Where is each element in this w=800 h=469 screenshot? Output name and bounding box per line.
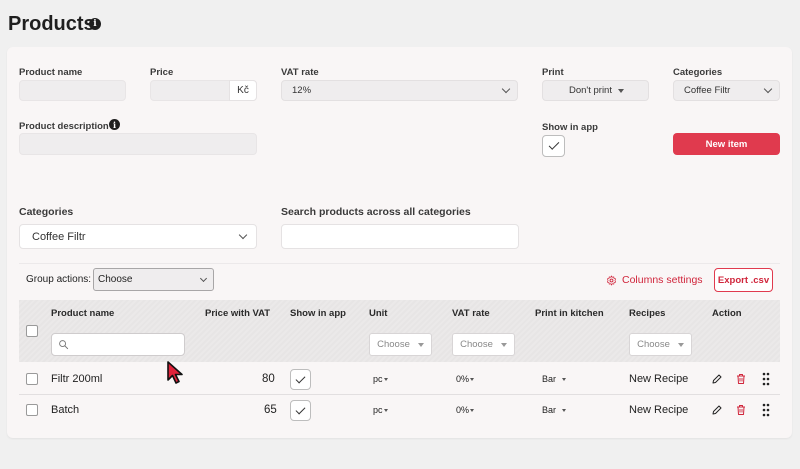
unit-filter-select[interactable]: Choose (369, 333, 432, 356)
checkmark-icon (295, 404, 306, 414)
categories-label: Categories (673, 67, 723, 78)
gear-icon (607, 275, 616, 285)
row-vat-select[interactable]: 0% (456, 374, 475, 384)
vat-filter-value: Choose (460, 339, 493, 350)
new-item-button[interactable]: New item (673, 133, 780, 155)
filter-categories-value: Coffee Filtr (32, 230, 86, 243)
categories-value: Coffee Filtr (684, 85, 731, 96)
row-unit-select[interactable]: pc (373, 374, 388, 384)
info-icon[interactable]: i (89, 18, 101, 30)
row-divider (19, 394, 780, 395)
row-vat-select[interactable]: 0% (456, 405, 475, 415)
group-actions-value: Choose (98, 274, 133, 285)
search-icon (59, 340, 69, 350)
vat-rate-select[interactable]: 12% (281, 80, 518, 101)
caret-down-icon (562, 408, 567, 412)
recipes-filter-select[interactable]: Choose (629, 333, 692, 356)
row-price[interactable]: 65 (264, 404, 277, 416)
search-products-input[interactable] (281, 224, 519, 249)
column-header-recipes[interactable]: Recipes (629, 308, 666, 319)
row-print-select[interactable]: Bar (542, 374, 567, 384)
trash-icon[interactable] (735, 373, 747, 385)
checkmark-icon (548, 139, 559, 150)
price-label: Price (150, 67, 174, 78)
show-in-app-checkbox[interactable] (542, 135, 565, 157)
caret-down-icon (383, 377, 388, 381)
chevron-down-icon (238, 230, 248, 240)
row-print-value: Bar (542, 374, 557, 384)
row-unit-value: pc (373, 374, 383, 384)
show-in-app-label: Show in app (542, 122, 598, 133)
caret-down-icon (470, 408, 475, 412)
page-title: Products (8, 13, 95, 35)
row-show-in-app-checkbox[interactable] (290, 400, 311, 421)
row-recipe[interactable]: New Recipe (629, 404, 689, 416)
column-header-print-in-kitchen[interactable]: Print in kitchen (535, 308, 604, 319)
edit-icon[interactable] (711, 373, 723, 385)
print-select[interactable]: Don't print (542, 80, 649, 101)
trash-icon[interactable] (735, 404, 747, 416)
row-price[interactable]: 80 (262, 373, 275, 385)
vat-rate-label: VAT rate (281, 67, 319, 78)
drag-handle-icon[interactable] (762, 403, 770, 417)
currency-addon: Kč (229, 80, 257, 101)
caret-down-icon (618, 88, 624, 93)
product-name-filter-input[interactable] (51, 333, 185, 356)
chevron-down-icon (199, 274, 208, 282)
recipes-filter-value: Choose (637, 339, 670, 350)
group-actions-select[interactable]: Choose (93, 268, 214, 291)
product-description-label: Product description (19, 121, 109, 132)
unit-filter-value: Choose (377, 339, 410, 350)
column-header-show-in-app[interactable]: Show in app (290, 308, 346, 319)
info-icon[interactable]: i (109, 119, 120, 130)
product-name-label: Product name (19, 67, 83, 78)
export-csv-button[interactable]: Export .csv (714, 268, 773, 292)
group-actions-label: Group actions: (26, 274, 92, 285)
mouse-cursor-icon (167, 361, 183, 384)
row-vat-value: 0% (456, 405, 470, 415)
row-product-name: Batch (51, 404, 80, 416)
chevron-down-icon (501, 84, 511, 94)
row-vat-value: 0% (456, 374, 470, 384)
columns-settings-link[interactable]: Columns settings (606, 274, 703, 286)
chevron-down-icon (763, 84, 773, 94)
categories-select[interactable]: Coffee Filtr (673, 80, 780, 101)
checkmark-icon (295, 373, 306, 383)
row-checkbox[interactable] (26, 373, 38, 385)
column-header-action: Action (712, 308, 742, 319)
columns-settings-label: Columns settings (622, 274, 703, 286)
search-products-label: Search products across all categories (281, 206, 471, 218)
filter-categories-label: Categories (19, 206, 74, 218)
row-print-select[interactable]: Bar (542, 405, 567, 415)
product-name-input[interactable] (19, 80, 126, 101)
caret-down-icon (677, 342, 684, 347)
caret-down-icon (470, 377, 475, 381)
row-unit-value: pc (373, 405, 383, 415)
row-product-name: Filtr 200ml (51, 373, 103, 385)
row-checkbox[interactable] (26, 404, 38, 416)
select-all-checkbox[interactable] (26, 325, 38, 337)
filter-categories-select[interactable]: Coffee Filtr (19, 224, 257, 249)
print-label: Print (542, 67, 564, 78)
caret-down-icon (500, 342, 507, 347)
row-recipe[interactable]: New Recipe (629, 373, 689, 385)
caret-down-icon (417, 342, 424, 347)
column-header-product-name[interactable]: Product name (51, 308, 115, 319)
column-header-price[interactable]: Price with VAT (205, 308, 271, 319)
row-unit-select[interactable]: pc (373, 405, 388, 415)
caret-down-icon (383, 408, 388, 412)
edit-icon[interactable] (711, 404, 723, 416)
vat-rate-value: 12% (292, 85, 312, 96)
vat-filter-select[interactable]: Choose (452, 333, 515, 356)
caret-down-icon (562, 377, 567, 381)
drag-handle-icon[interactable] (762, 372, 770, 386)
column-header-vat-rate[interactable]: VAT rate (452, 308, 490, 319)
print-value: Don't print (568, 85, 612, 96)
row-print-value: Bar (542, 405, 557, 415)
row-show-in-app-checkbox[interactable] (290, 369, 311, 390)
column-header-unit[interactable]: Unit (369, 308, 388, 319)
product-description-input[interactable] (19, 133, 257, 155)
